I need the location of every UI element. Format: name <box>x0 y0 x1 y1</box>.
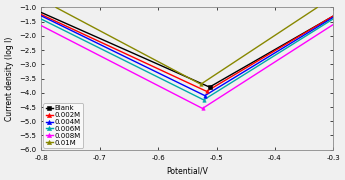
Legend: Blank, 0.002M, 0.004M, 0.006M, 0.008M, 0.01M: Blank, 0.002M, 0.004M, 0.006M, 0.008M, 0… <box>43 103 83 148</box>
Y-axis label: Current density (log I): Current density (log I) <box>5 36 14 121</box>
X-axis label: Potential/V: Potential/V <box>166 166 208 175</box>
